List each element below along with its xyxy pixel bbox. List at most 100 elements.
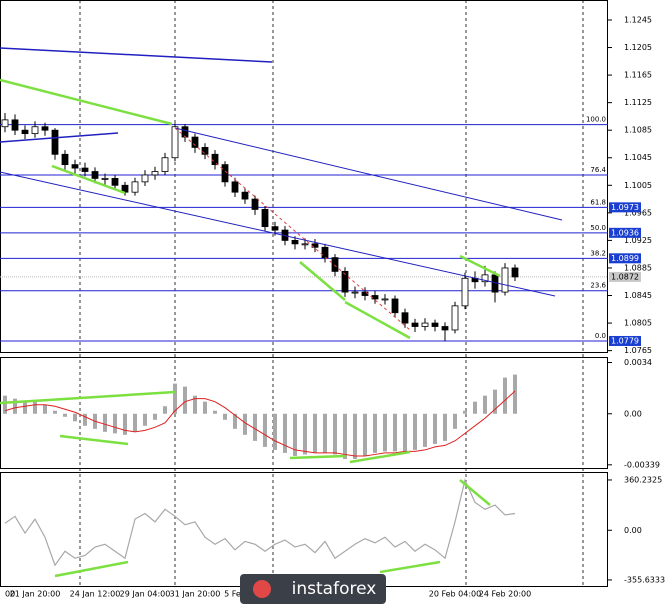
price-panel-frame (0, 0, 608, 353)
candle-body (371, 295, 379, 300)
macd-bar (313, 413, 317, 453)
divergence-line (59, 434, 129, 446)
candle-body (451, 305, 459, 331)
y-tick-label: 1.1125 (624, 98, 652, 107)
macd-bar (333, 413, 337, 455)
y-tick-label: 0.00 (624, 526, 642, 535)
x-tick-label: 24 Feb 20:00 (479, 590, 531, 599)
candle-body (141, 174, 149, 183)
candle-body (211, 153, 219, 166)
candle-body (11, 119, 19, 131)
fib-label: 50.0 (590, 224, 606, 232)
y-tick-label: 1.0845 (624, 291, 652, 300)
macd-bar (413, 413, 417, 450)
macd-bar (83, 413, 87, 426)
macd-bar (53, 410, 57, 414)
macd-bar (323, 413, 327, 453)
macd-bar (33, 401, 37, 414)
y-tick-label: -0.00339 (624, 460, 660, 469)
x-tick-label: 5 Feb (224, 590, 246, 599)
watermark-logo (253, 580, 271, 598)
divergence-line (299, 261, 346, 301)
candle-body (481, 274, 489, 283)
candle-body (251, 198, 259, 210)
divergence-line (459, 254, 501, 278)
macd-bar (183, 386, 187, 414)
macd-bar (223, 413, 227, 420)
macd-bar (3, 395, 7, 414)
candle-body (291, 240, 299, 245)
macd-bar (23, 401, 27, 414)
macd-bar (513, 374, 517, 414)
divergence-line (289, 454, 346, 460)
macd-bar (213, 410, 217, 414)
divergence-line (0, 78, 173, 126)
candle-body (391, 298, 399, 314)
macd-bar (353, 413, 357, 459)
macd-bar (403, 413, 407, 452)
drawings (0, 47, 563, 578)
time-separators (79, 0, 584, 586)
y-tick-label: -355.6333 (624, 575, 665, 584)
candle-body (341, 271, 349, 293)
fib-label: 61.8 (590, 198, 606, 206)
macd-bar (193, 395, 197, 414)
divergence-line (349, 450, 411, 464)
candle-body (271, 226, 279, 231)
candle-body (101, 178, 109, 180)
fib-label: 38.2 (590, 249, 606, 257)
candle-body (91, 171, 99, 179)
y-tick-label: 1.1005 (624, 181, 652, 190)
y-tick-label: 1.1085 (624, 126, 652, 135)
macd-bar (203, 401, 207, 414)
macd-bar (123, 413, 127, 435)
y-tick-label: 1.0765 (624, 346, 652, 355)
candle-body (51, 129, 59, 155)
macd-bar (143, 413, 147, 426)
candle-body (461, 277, 469, 307)
macd-bar (263, 413, 267, 447)
candle-body (181, 126, 189, 138)
macd-bar (133, 413, 137, 432)
price-label-box (609, 253, 641, 264)
watermark: instaforex (240, 574, 386, 604)
macd-bar (463, 410, 467, 414)
y-tick-label: 1.1245 (624, 15, 652, 24)
divergence-line (54, 560, 129, 578)
macd-bar (283, 413, 287, 453)
price-label: 1.0899 (611, 254, 639, 263)
y-tick-label: 1.0965 (624, 208, 652, 217)
candle-body (61, 153, 69, 166)
macd-bar (493, 389, 497, 414)
macd-bar (253, 413, 257, 441)
candle-body (501, 267, 509, 293)
macd-bar (503, 377, 507, 414)
x-tick-label: 24 Jan 12:00 (70, 590, 121, 599)
y-tick-label: 360.2325 (624, 475, 662, 484)
current-price-box (609, 271, 641, 282)
divergence-line (344, 300, 411, 340)
macd-bar (423, 413, 427, 447)
y-tick-label: 1.0885 (624, 263, 652, 272)
macd-bar (383, 413, 387, 452)
macd-bar (303, 413, 307, 455)
divergence-line (0, 390, 176, 405)
macd-bar (343, 413, 347, 459)
y-tick-label: 1.1165 (624, 71, 652, 80)
macd-bar (443, 413, 447, 441)
macd-bar (243, 413, 247, 435)
macd-bar (233, 413, 237, 429)
x-tick-label: 21 Jan 20:00 (10, 590, 61, 599)
price-label-box (609, 202, 641, 213)
trendline (0, 47, 273, 63)
candle-body (241, 191, 249, 200)
candle-body (511, 267, 519, 278)
macd-panel-frame (0, 357, 608, 469)
cci-line (4, 478, 516, 567)
macd-bar (13, 398, 17, 414)
macd-bar (163, 406, 167, 414)
candle-body (301, 243, 309, 246)
macd-bar (113, 413, 117, 434)
candle-body (111, 178, 119, 186)
